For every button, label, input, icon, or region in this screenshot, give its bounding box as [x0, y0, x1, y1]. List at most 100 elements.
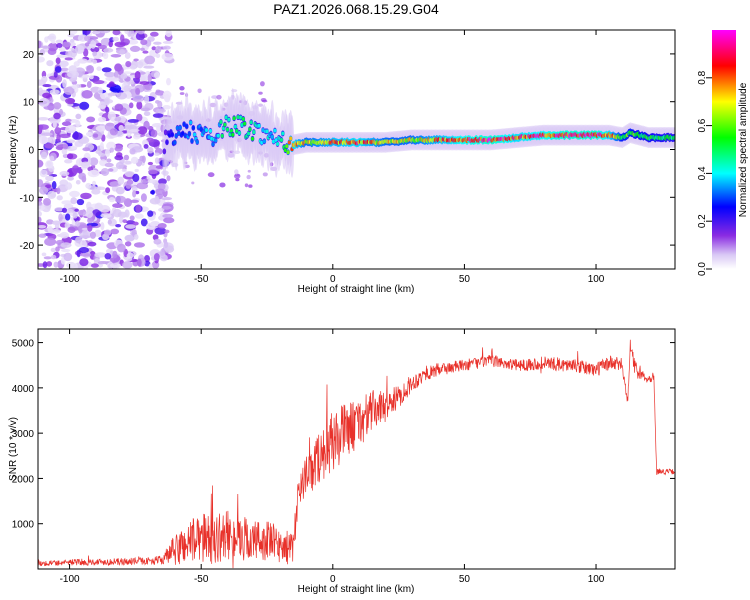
spectrogram-cell — [134, 71, 141, 80]
spectrogram-cell — [53, 112, 61, 120]
spectrogram-cell — [130, 156, 139, 164]
y-tick-label: 0 — [28, 146, 34, 157]
spectrogram-marks — [38, 30, 675, 269]
spectrogram-cell — [56, 54, 67, 58]
spectrogram-cell — [98, 30, 111, 34]
spectrogram-cell — [71, 165, 80, 174]
spectrogram-cell — [129, 199, 139, 203]
spectrogram-cell — [108, 77, 120, 82]
spectrogram-cell — [134, 168, 139, 173]
spectrogram-cell — [58, 108, 63, 116]
spectrogram-cell — [185, 124, 189, 129]
spectrogram-cell — [160, 248, 165, 257]
spectrogram-cell — [155, 45, 162, 54]
spectrogram-cell — [92, 133, 99, 138]
spectrogram-cell — [45, 175, 54, 182]
spectrogram-cell — [265, 129, 269, 134]
spectrogram-cell — [124, 234, 135, 242]
spectrogram-cell — [61, 121, 72, 127]
spectrogram-cell — [162, 205, 172, 210]
spectrogram-cell — [189, 120, 193, 125]
spectrogram-cell — [96, 66, 102, 71]
spectrogram-cell — [157, 100, 163, 109]
spectrogram-cell — [104, 229, 112, 236]
spectrogram-cell — [109, 147, 115, 153]
spectrogram-cell — [170, 132, 174, 137]
spectrogram-cell — [55, 246, 60, 252]
snr-x-ticks: -100 -50 0 50 100 — [60, 329, 605, 585]
spectrogram-cell — [133, 58, 139, 62]
spectrogram-cell — [67, 176, 74, 181]
spectrogram-cell — [87, 224, 93, 232]
spectrogram-cell — [61, 200, 73, 205]
spectrogram-cell — [77, 58, 88, 64]
spectrogram-cell — [153, 41, 162, 45]
snr-series-line — [38, 339, 675, 569]
x-tick-label: 50 — [459, 274, 471, 285]
spectrogram-cell — [86, 81, 92, 88]
spectrogram-cell — [56, 42, 63, 49]
spectrogram-cell — [135, 213, 144, 219]
spectrogram-cell — [79, 235, 91, 239]
spectrogram-cell — [122, 219, 128, 224]
spectrogram-cell — [133, 242, 145, 248]
spectrogram-cell — [114, 103, 124, 112]
colorbar-tick-label: 0.4 — [697, 166, 708, 180]
spectrogram-cell — [112, 30, 121, 36]
spectrogram-cell — [97, 261, 104, 265]
spectrogram-cell — [106, 141, 116, 151]
spectrogram-cell — [125, 220, 136, 225]
spectrogram-cell — [129, 128, 140, 133]
spectrogram-cell — [114, 155, 124, 161]
spectrogram-cell — [197, 88, 202, 94]
spectrogram-cell — [144, 55, 156, 65]
spectrogram-cell — [45, 184, 52, 189]
spectrogram-cell — [162, 45, 171, 50]
spectrogram-cell — [107, 218, 117, 227]
spectrogram-cell — [135, 32, 145, 41]
spectrogram-cell — [78, 227, 83, 234]
spectrogram-cell — [62, 41, 71, 48]
spectrogram-cell — [71, 132, 83, 140]
spectrogram-cell — [85, 182, 92, 189]
spectrogram-cell — [79, 258, 89, 267]
spectrogram-cell — [248, 184, 253, 188]
spectrogram-x-label: Height of straight line (km) — [298, 284, 415, 295]
spectrogram-cell — [165, 30, 173, 38]
spectrogram-cell — [78, 246, 90, 254]
spectrogram-cell — [229, 128, 234, 133]
spectrogram-cell — [87, 217, 94, 224]
spectrogram-cell — [38, 210, 42, 218]
spectrogram-cell — [38, 205, 46, 211]
spectrogram-cell — [246, 131, 251, 136]
spectrogram-cell — [46, 136, 56, 145]
figure-title: PAZ1.2026.068.15.29.G04 — [273, 1, 439, 17]
spectrogram-cell — [76, 198, 85, 206]
spectrogram-cell — [179, 92, 185, 95]
spectrogram-cell — [94, 252, 107, 258]
spectrogram-cell — [77, 209, 87, 216]
spectrogram-cell — [84, 42, 90, 47]
spectrogram-cell — [72, 212, 78, 219]
spectrogram-cell — [193, 132, 197, 137]
spectrogram-cell — [51, 40, 56, 44]
spectrogram-cell — [38, 124, 49, 130]
spectrogram-cell — [289, 136, 293, 141]
spectrogram-cell — [144, 94, 150, 104]
colorbar-tick-label: 0.6 — [697, 118, 708, 132]
spectrogram-cell — [155, 188, 165, 195]
spectrogram-cell — [55, 39, 64, 44]
spectrogram-cell — [83, 48, 89, 57]
spectrogram-cell — [147, 146, 154, 154]
spectrogram-cell — [144, 254, 151, 263]
spectrogram-cell — [47, 225, 53, 233]
spectrogram-cell — [281, 131, 285, 136]
spectrogram-cell — [243, 121, 247, 126]
spectrogram-cell — [124, 209, 130, 218]
spectrogram-cell — [262, 139, 266, 144]
spectrogram-cell — [114, 116, 122, 122]
spectrogram-cell — [118, 124, 125, 132]
spectrogram-cell — [129, 45, 141, 53]
colorbar-tick-label: 0.2 — [697, 214, 708, 228]
